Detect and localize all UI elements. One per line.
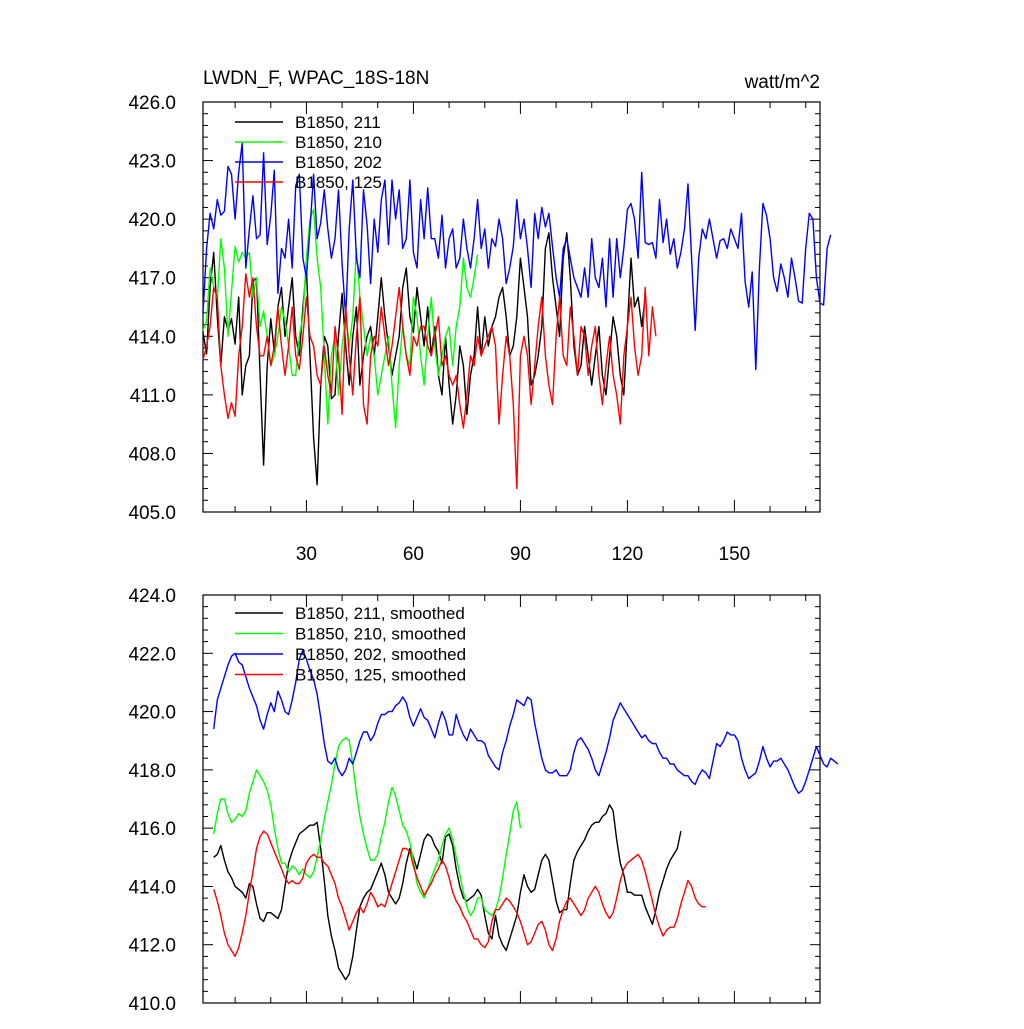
y-tick-label: 420.0 [128, 703, 176, 724]
series-line-b1850-202 [202, 142, 832, 371]
legend-label: B1850, 125, smoothed [295, 666, 466, 685]
chart-title: LWDN_F, WPAC_18S-18N [203, 68, 429, 89]
legend-label: B1850, 125 [295, 173, 382, 192]
y-tick-label: 411.0 [130, 386, 176, 407]
panel-bottom: 410.0 412.0 414.0 416.0 418.0 420.0 422.0 424.0… [128, 586, 839, 1015]
units-label: watt/m^2 [744, 72, 820, 93]
y-tick-label: 412.0 [128, 936, 176, 957]
y-tick-label: 424.0 [128, 586, 176, 607]
y-tick-label: 420.0 [128, 210, 176, 231]
y-tick-label: 422.0 [128, 644, 176, 665]
legend-label: B1850, 202 [295, 153, 382, 172]
x-tick-label: 150 [719, 544, 751, 565]
y-tick-label: 408.0 [128, 444, 176, 465]
legend-label: B1850, 210 [295, 133, 382, 152]
series-line-b1850-202-smoothed [213, 649, 839, 794]
legend-label: B1850, 211 [295, 113, 381, 132]
x-tick-label: 30 [296, 544, 317, 565]
series-line-b1850-211-smoothed [213, 804, 682, 981]
legend-label: B1850, 211, smoothed [295, 604, 465, 623]
legend-label: B1850, 202, smoothed [295, 645, 466, 664]
y-tick-label: 410.0 [128, 994, 176, 1015]
y-tick-label: 414.0 [128, 877, 176, 898]
x-tick-label: 120 [612, 544, 644, 565]
y-tick-label: 426.0 [128, 93, 176, 114]
plot-frame [202, 594, 821, 1004]
series-line-b1850-125 [202, 273, 657, 490]
series-line-b1850-125-smoothed [213, 830, 706, 958]
legend-label: B1850, 210, smoothed [295, 625, 466, 644]
y-tick-label: 418.0 [128, 761, 176, 782]
y-tick-label: 405.0 [128, 503, 176, 524]
y-tick-label: 416.0 [128, 819, 176, 840]
y-tick-label: 414.0 [128, 327, 176, 348]
x-tick-label: 90 [510, 544, 531, 565]
panel-top: 405.0 408.0 411.0 414.0 417.0 420.0 423.0 426.0… [128, 68, 832, 565]
x-tick-label: 60 [403, 544, 424, 565]
y-tick-label: 423.0 [128, 152, 176, 173]
y-tick-label: 417.0 [128, 269, 176, 290]
series-line-b1850-210 [202, 208, 479, 429]
series-line-b1850-210-smoothed [213, 737, 522, 917]
